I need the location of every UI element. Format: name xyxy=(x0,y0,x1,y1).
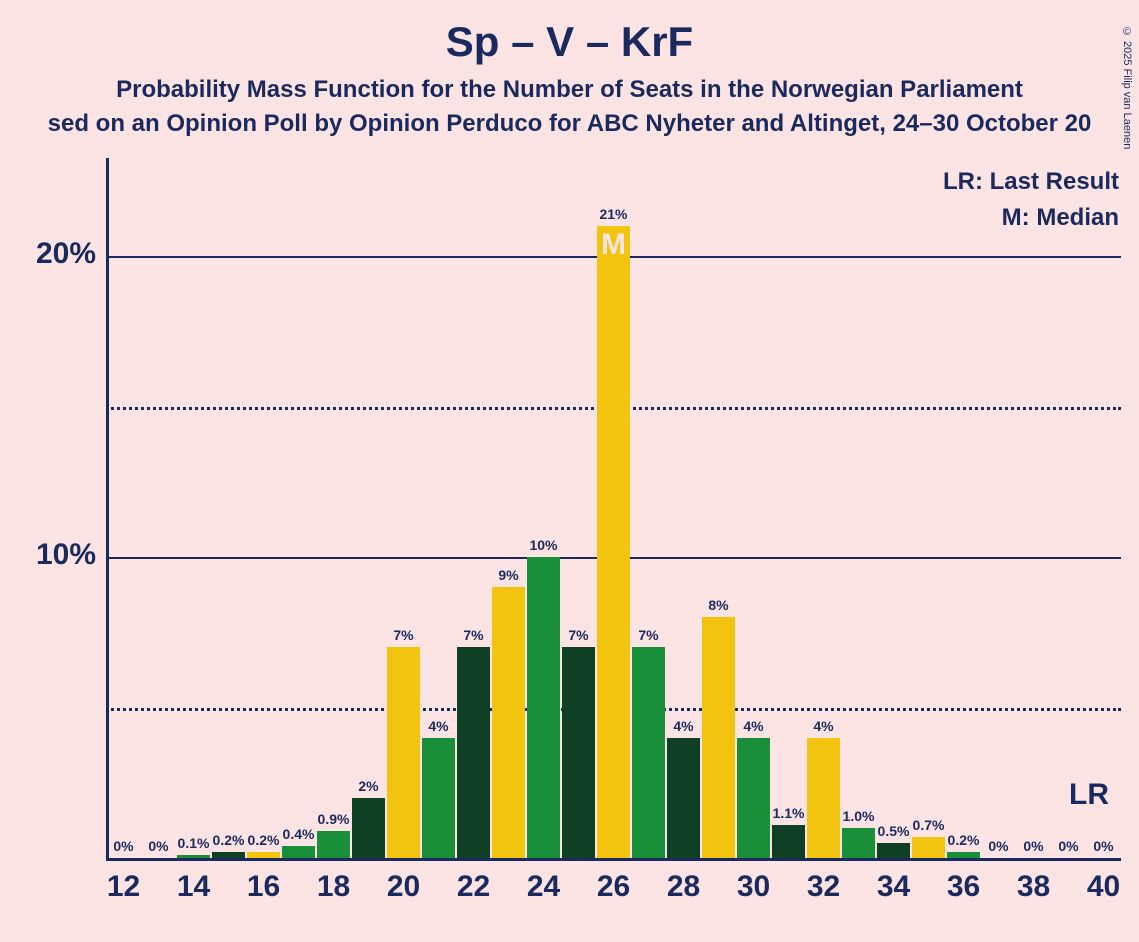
bar xyxy=(772,825,804,858)
y-tick-label: 20% xyxy=(36,237,96,271)
bar-value-label: 0% xyxy=(104,838,144,854)
x-tick-label: 18 xyxy=(304,870,364,904)
bar-value-label: 0% xyxy=(979,838,1019,854)
chart-subtitle-2: sed on an Opinion Poll by Opinion Perduc… xyxy=(0,110,1139,138)
x-tick-label: 24 xyxy=(514,870,574,904)
bar xyxy=(842,828,874,858)
bar-value-label: 0.5% xyxy=(874,823,914,839)
bar xyxy=(282,846,314,858)
bar xyxy=(492,587,524,858)
bar-value-label: 8% xyxy=(699,597,739,613)
x-tick-label: 12 xyxy=(94,870,154,904)
x-tick-label: 32 xyxy=(794,870,854,904)
bar xyxy=(737,738,769,858)
bar xyxy=(317,831,349,858)
bar xyxy=(387,647,419,858)
bar xyxy=(212,852,244,858)
bar-value-label: 0.2% xyxy=(209,832,249,848)
bar-value-label: 0.4% xyxy=(279,826,319,842)
lr-marker: LR xyxy=(1069,778,1109,812)
x-tick-label: 28 xyxy=(654,870,714,904)
bar xyxy=(702,617,734,858)
x-tick-label: 30 xyxy=(724,870,784,904)
bar-value-label: 0.2% xyxy=(944,832,984,848)
copyright-text: © 2025 Filip van Laenen xyxy=(1121,26,1133,149)
bar-value-label: 10% xyxy=(524,537,564,553)
x-tick-label: 14 xyxy=(164,870,224,904)
chart-title: Sp – V – KrF xyxy=(0,18,1139,66)
x-tick-label: 34 xyxy=(864,870,924,904)
bar xyxy=(422,738,454,858)
x-tick-label: 26 xyxy=(584,870,644,904)
bar-value-label: 7% xyxy=(629,627,669,643)
bar-value-label: 9% xyxy=(489,567,529,583)
bar-value-label: 0.2% xyxy=(244,832,284,848)
bar-value-label: 0% xyxy=(1049,838,1089,854)
bar xyxy=(457,647,489,858)
bar xyxy=(247,852,279,858)
bar xyxy=(632,647,664,858)
x-tick-label: 40 xyxy=(1074,870,1134,904)
bar-value-label: 7% xyxy=(559,627,599,643)
bar-value-label: 0.1% xyxy=(174,835,214,851)
bar xyxy=(807,738,839,858)
bar-value-label: 2% xyxy=(349,778,389,794)
bar-value-label: 7% xyxy=(454,627,494,643)
bar xyxy=(352,798,384,858)
bar xyxy=(177,855,209,858)
y-axis-line xyxy=(106,158,109,858)
bar-value-label: 21% xyxy=(594,206,634,222)
x-tick-label: 38 xyxy=(1004,870,1064,904)
x-axis-line xyxy=(106,858,1121,861)
x-tick-label: 16 xyxy=(234,870,294,904)
bar xyxy=(562,647,594,858)
bar-value-label: 4% xyxy=(734,718,774,734)
x-tick-label: 36 xyxy=(934,870,994,904)
bar-value-label: 0.9% xyxy=(314,811,354,827)
x-tick-label: 20 xyxy=(374,870,434,904)
bar-value-label: 7% xyxy=(384,627,424,643)
chart-plot-area: 0%0%0.1%0.2%0.2%0.4%0.9%2%7%4%7%9%10%7%2… xyxy=(106,178,1121,858)
bar-value-label: 0% xyxy=(1084,838,1124,854)
bar-value-label: 1.1% xyxy=(769,805,809,821)
bar xyxy=(877,843,909,858)
chart-subtitle-1: Probability Mass Function for the Number… xyxy=(0,76,1139,104)
bar xyxy=(527,557,559,858)
y-tick-label: 10% xyxy=(36,538,96,572)
bar xyxy=(597,226,629,858)
bar xyxy=(667,738,699,858)
bar-value-label: 4% xyxy=(664,718,704,734)
bar xyxy=(947,852,979,858)
bar-value-label: 1.0% xyxy=(839,808,879,824)
bar-value-label: 0% xyxy=(1014,838,1054,854)
bar-value-label: 0% xyxy=(139,838,179,854)
median-marker: M xyxy=(597,228,629,262)
bar xyxy=(912,837,944,858)
bar-value-label: 0.7% xyxy=(909,817,949,833)
bar-value-label: 4% xyxy=(804,718,844,734)
x-tick-label: 22 xyxy=(444,870,504,904)
bar-value-label: 4% xyxy=(419,718,459,734)
